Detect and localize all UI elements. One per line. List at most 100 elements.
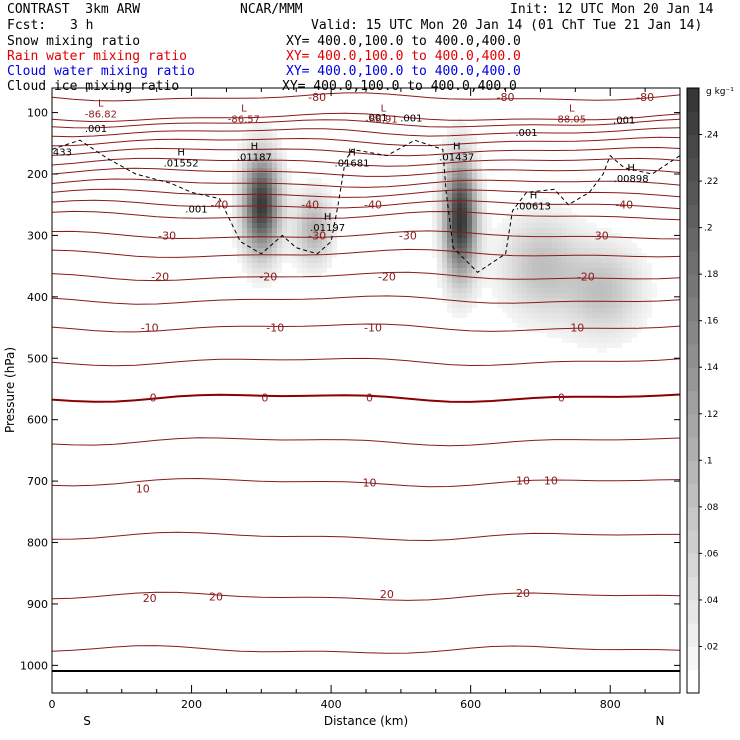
x-tick-label: 400 <box>321 698 342 711</box>
snow-cell <box>252 143 257 148</box>
snow-cell <box>317 273 322 278</box>
snow-cell <box>247 223 252 228</box>
snow-cell <box>312 273 317 278</box>
snow-cell <box>602 318 607 323</box>
field-rain-name: Rain water mixing ratio <box>7 49 188 64</box>
snow-cell <box>302 183 307 188</box>
snow-cell <box>237 233 242 238</box>
snow-cell <box>537 258 542 263</box>
snow-cell <box>477 253 482 258</box>
temperature-label: -30 <box>399 229 417 242</box>
snow-cell <box>622 333 627 338</box>
snow-cell <box>612 278 617 283</box>
snow-cell <box>452 148 457 153</box>
snow-cell <box>602 308 607 313</box>
colorbar-cell <box>687 320 699 345</box>
snow-cell <box>447 278 452 283</box>
snow-cell <box>552 278 557 283</box>
snow-cell <box>322 193 327 198</box>
snow-cell <box>627 333 632 338</box>
snow-cell <box>592 338 597 343</box>
x-axis-label: Distance (km) <box>324 714 408 728</box>
snow-cell <box>312 203 317 208</box>
snow-cell <box>242 168 247 173</box>
snow-cell <box>577 223 582 228</box>
snow-cell <box>262 153 267 158</box>
snow-cell <box>462 258 467 263</box>
snow-cell <box>242 213 247 218</box>
isotherm <box>52 112 680 123</box>
snow-cell <box>572 228 577 233</box>
contour-annotations: -80 -80 -80-40 -40 -40 -40-30 -30 -30 -30-20 -20-… <box>53 91 654 605</box>
snow-cell <box>602 338 607 343</box>
snow-cell <box>607 258 612 263</box>
snow-cell <box>257 138 262 143</box>
snow-cell <box>532 218 537 223</box>
snow-cell <box>262 238 267 243</box>
snow-cell <box>282 233 287 238</box>
cloud-ice-label: .001 <box>365 113 387 124</box>
snow-cell <box>237 193 242 198</box>
snow-cell <box>252 278 257 283</box>
snow-cell <box>267 188 272 193</box>
snow-cell <box>642 268 647 273</box>
temperature-label: -10 <box>141 322 159 335</box>
snow-cell <box>252 198 257 203</box>
snow-cell <box>442 193 447 198</box>
snow-cell <box>537 203 542 208</box>
snow-cell <box>457 183 462 188</box>
snow-cell <box>537 303 542 308</box>
snow-cell <box>242 233 247 238</box>
snow-cell <box>572 278 577 283</box>
snow-cell <box>472 268 477 273</box>
isotherm <box>52 357 680 367</box>
snow-cell <box>262 283 267 288</box>
snow-cell <box>492 243 497 248</box>
snow-cell <box>612 238 617 243</box>
snow-cell <box>452 208 457 213</box>
snow-cell <box>467 228 472 233</box>
snow-cell <box>447 243 452 248</box>
snow-cell <box>312 263 317 268</box>
snow-cell <box>552 263 557 268</box>
snow-cell <box>477 218 482 223</box>
snow-cell <box>507 263 512 268</box>
isotherm <box>52 157 680 167</box>
snow-cell <box>467 243 472 248</box>
snow-cell <box>527 303 532 308</box>
snow-cell <box>612 288 617 293</box>
snow-cell <box>467 233 472 238</box>
snow-cell <box>452 278 457 283</box>
snow-cell <box>517 243 522 248</box>
snow-cell <box>317 193 322 198</box>
snow-cell <box>292 238 297 243</box>
snow-cell <box>252 123 257 128</box>
snow-cell <box>462 288 467 293</box>
snow-cell <box>542 278 547 283</box>
snow-cell <box>277 148 282 153</box>
snow-cell <box>292 253 297 258</box>
snow-cell <box>597 258 602 263</box>
snow-cell <box>447 283 452 288</box>
snow-cell <box>532 258 537 263</box>
snow-cell <box>317 238 322 243</box>
snow-cell <box>457 303 462 308</box>
snow-cell <box>442 143 447 148</box>
snow-cell <box>537 248 542 253</box>
snow-cell <box>242 203 247 208</box>
snow-cell <box>307 203 312 208</box>
snow-cell <box>527 208 532 213</box>
snow-cell <box>542 313 547 318</box>
snow-cell <box>262 208 267 213</box>
snow-cell <box>257 248 262 253</box>
snow-cell <box>437 153 442 158</box>
snow-cell <box>272 178 277 183</box>
snow-cell <box>262 193 267 198</box>
snow-cell <box>547 303 552 308</box>
snow-cell <box>277 163 282 168</box>
snow-cell <box>607 273 612 278</box>
snow-cell <box>627 263 632 268</box>
snow-cell <box>572 318 577 323</box>
snow-cell <box>547 213 552 218</box>
snow-cell <box>647 293 652 298</box>
